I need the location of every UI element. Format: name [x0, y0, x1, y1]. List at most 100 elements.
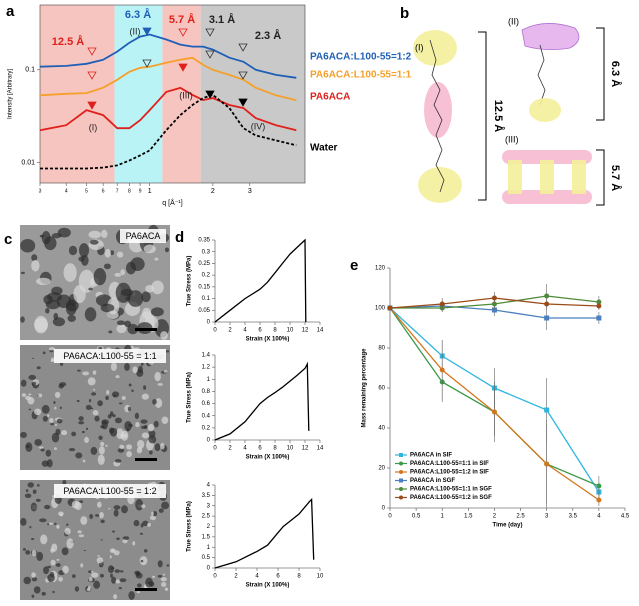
texture: [55, 563, 61, 567]
texture: [132, 541, 136, 546]
texture: [106, 390, 110, 395]
texture: [82, 371, 90, 376]
texture: [112, 530, 116, 533]
x-tick-label: 3: [39, 188, 42, 194]
x-tick-label: 4.5: [621, 514, 630, 520]
texture: [140, 425, 148, 430]
texture: [94, 415, 100, 422]
texture: [68, 447, 76, 452]
texture: [152, 575, 156, 579]
texture: [110, 250, 115, 256]
peak-marker: [205, 90, 215, 99]
texture: [31, 549, 37, 557]
series-line: [39, 86, 297, 132]
texture: [120, 269, 126, 276]
texture: [116, 320, 125, 326]
bracket: [596, 149, 605, 206]
texture: [149, 450, 153, 455]
scale-bar: [135, 458, 157, 461]
texture: [93, 268, 107, 286]
x-tick-label: 12: [302, 446, 309, 452]
texture: [104, 248, 111, 258]
y-tick-label: 0.01: [21, 159, 35, 166]
series-line: [214, 238, 307, 323]
texture: [39, 234, 45, 238]
panel-label: d: [175, 229, 184, 246]
texture: [80, 516, 88, 525]
texture: [154, 443, 161, 452]
texture: [92, 409, 99, 416]
y-tick-label: 0.2: [202, 273, 211, 279]
x-tick-label: 2.5: [516, 514, 525, 520]
point: [544, 301, 550, 307]
texture: [113, 509, 119, 517]
x-tick-label: 2: [228, 446, 232, 452]
x-tick-label: 2: [234, 574, 238, 580]
y-tick-label: 0.2: [202, 425, 211, 431]
structure-label: (III): [505, 134, 519, 144]
texture: [116, 537, 120, 541]
texture: [147, 522, 151, 527]
peak-marker: [205, 50, 215, 59]
texture: [101, 420, 108, 430]
texture: [113, 550, 120, 556]
texture: [134, 412, 140, 420]
image-label: PA6ACA: [126, 231, 161, 241]
texture: [114, 459, 122, 463]
texture: [28, 408, 32, 411]
texture: [38, 446, 44, 449]
texture: [142, 520, 149, 527]
texture: [100, 539, 103, 541]
y-tick-label: 2.5: [202, 514, 211, 520]
texture: [137, 365, 144, 373]
legend-label: PA6ACA:L100-55=1:2: [310, 52, 412, 63]
texture: [87, 377, 96, 386]
texture: [162, 573, 165, 576]
texture: [107, 310, 119, 320]
peak-marker: [238, 98, 248, 107]
legend-label: PA6ACA: [310, 92, 350, 103]
texture: [136, 591, 141, 594]
texture: [75, 452, 83, 459]
x-tick-label: 2: [493, 514, 497, 520]
texture: [103, 263, 111, 270]
texture: [110, 362, 117, 372]
texture: [141, 504, 146, 509]
texture: [45, 299, 61, 310]
texture: [88, 287, 93, 291]
texture: [31, 594, 35, 598]
point: [544, 315, 550, 321]
y-tick-label: 0.1: [202, 296, 211, 302]
y-tick-label: 0.6: [202, 401, 211, 407]
texture: [90, 446, 98, 455]
texture: [105, 395, 109, 401]
y-axis-label: Mass remaining percentage: [362, 348, 368, 428]
texture: [62, 479, 67, 486]
texture: [164, 587, 169, 591]
texture: [137, 439, 145, 449]
texture: [79, 500, 84, 504]
texture: [109, 555, 112, 559]
texture: [151, 280, 164, 295]
texture: [86, 587, 91, 592]
image-label: PA6ACA:L100-55 = 1:2: [63, 486, 156, 496]
x-tick-label: 5: [85, 188, 88, 194]
texture: [118, 402, 123, 405]
texture: [47, 523, 50, 526]
texture: [85, 404, 92, 411]
texture: [115, 375, 120, 379]
texture: [134, 570, 141, 575]
x-tick-label: 1: [148, 188, 152, 195]
texture: [124, 420, 132, 431]
point: [596, 483, 602, 489]
texture: [131, 389, 134, 393]
x-tick-label: 6: [102, 188, 105, 194]
texture: [157, 382, 163, 386]
texture: [29, 525, 32, 529]
scale-bar: [135, 588, 157, 591]
texture: [53, 447, 57, 450]
texture: [25, 489, 29, 493]
x-axis-label: Strain (X 100%): [246, 455, 290, 461]
panel-label: e: [350, 257, 358, 274]
texture: [111, 576, 117, 584]
